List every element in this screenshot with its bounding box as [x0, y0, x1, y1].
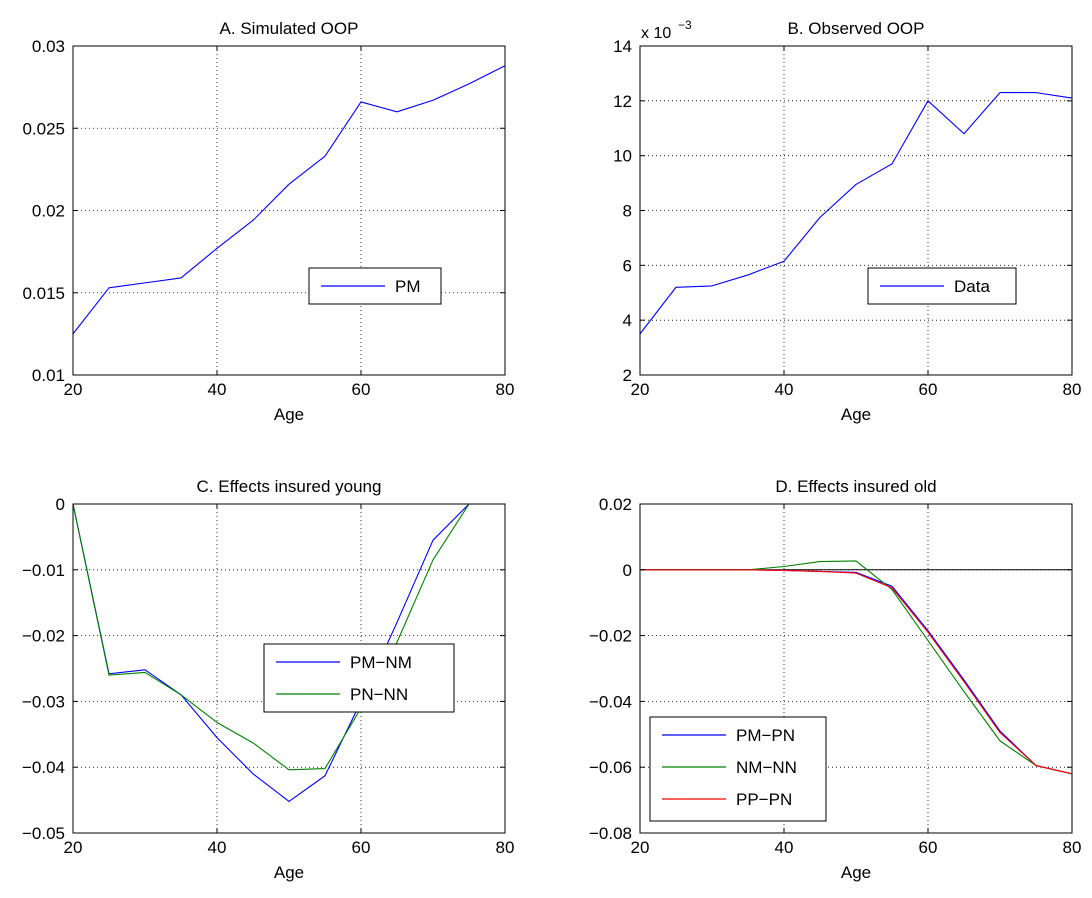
y-tick-label: −0.01 [22, 561, 65, 580]
x-tick-label: 20 [631, 838, 650, 857]
legend-label: PM−PN [736, 726, 795, 745]
series-line-3 [640, 569, 1073, 775]
legend: Data [867, 267, 1017, 305]
chart-title: B. Observed OOP [788, 19, 925, 38]
y-tick-label: −0.02 [589, 627, 632, 646]
x-tick-label: 20 [631, 380, 650, 399]
x-tick-label: 80 [496, 380, 515, 399]
y-tick-label: −0.04 [22, 758, 65, 777]
x-tick-label: 20 [64, 380, 83, 399]
legend-label: PM−NM [350, 653, 412, 672]
x-tick-label: 60 [352, 380, 371, 399]
y-tick-label: 0.01 [32, 366, 65, 385]
y-tick-label: −0.08 [589, 824, 632, 843]
legend-label: PM [395, 277, 421, 296]
legend-label: PN−NN [350, 685, 408, 704]
chart-title: A. Simulated OOP [220, 19, 359, 38]
series-line-1 [639, 92, 1073, 335]
y-tick-label: −0.04 [589, 692, 632, 711]
x-tick-label: 20 [64, 838, 83, 857]
y-tick-label: 0.015 [22, 284, 65, 303]
series-line-1 [72, 65, 506, 335]
y-tick-label: 6 [623, 256, 632, 275]
legend: PM−NM PN−NN [263, 643, 455, 713]
y-tick-label: 0 [56, 495, 65, 514]
chart-panel-2: 20 40 60 80 2 4 6 8 10 12 14 x 10 −3 B. Observed OOP A… [613, 18, 1081, 424]
y-tick-label: 0 [623, 561, 632, 580]
y-tick-label: 0.03 [32, 37, 65, 56]
x-tick-label: 60 [352, 838, 371, 857]
x-axis-label: Age [841, 863, 871, 882]
x-tick-label: 40 [775, 838, 794, 857]
legend-label: Data [954, 277, 990, 296]
chart-title: C. Effects insured young [197, 477, 382, 496]
y-tick-label: 0.025 [22, 119, 65, 138]
x-tick-label: 60 [919, 380, 938, 399]
y-tick-label: 10 [613, 147, 632, 166]
x-axis-label: Age [274, 863, 304, 882]
y-tick-label: −0.05 [22, 824, 65, 843]
y-exponent-power: −3 [678, 18, 692, 32]
chart-title: D. Effects insured old [775, 477, 936, 496]
y-tick-label: 4 [623, 311, 632, 330]
x-tick-label: 80 [1063, 380, 1082, 399]
x-tick-label: 40 [208, 838, 227, 857]
legend: PM [308, 267, 442, 305]
y-tick-label: 0.02 [599, 495, 632, 514]
chart-panel-4: 20 40 60 80 −0.08 −0.06 −0.04 −0.02 0 0.02 D. Effe… [589, 477, 1081, 882]
y-tick-label: 8 [623, 202, 632, 221]
axes-frame [72, 503, 506, 834]
axes-frame [639, 503, 1073, 834]
y-tick-label: 2 [623, 366, 632, 385]
legend-box [649, 716, 827, 822]
x-tick-label: 40 [775, 380, 794, 399]
x-tick-label: 60 [919, 838, 938, 857]
y-tick-label: −0.03 [22, 692, 65, 711]
y-tick-label: −0.02 [22, 627, 65, 646]
x-tick-label: 40 [208, 380, 227, 399]
series-line-2 [72, 503, 470, 771]
y-tick-label: 12 [613, 92, 632, 111]
legend: PM−PN NM−NN PP−PN [649, 716, 827, 822]
series-line-1 [72, 503, 470, 802]
y-tick-label: 0.02 [32, 202, 65, 221]
legend-box [263, 643, 455, 713]
chart-panel-1: 20 40 60 80 0.01 0.015 0.02 0.025 0.03 A. Simulat… [22, 19, 514, 424]
y-tick-label: 14 [613, 37, 632, 56]
y-tick-label: −0.06 [589, 758, 632, 777]
chart-panel-3: 20 40 60 80 −0.05 −0.04 −0.03 −0.02 −0.01 0 C. Eff… [22, 477, 514, 882]
legend-label: PP−PN [736, 790, 792, 809]
y-exponent-label: x 10 [641, 25, 671, 42]
x-tick-label: 80 [496, 838, 515, 857]
x-tick-label: 80 [1063, 838, 1082, 857]
x-axis-label: Age [841, 405, 871, 424]
x-axis-label: Age [274, 405, 304, 424]
legend-label: NM−NN [736, 758, 797, 777]
